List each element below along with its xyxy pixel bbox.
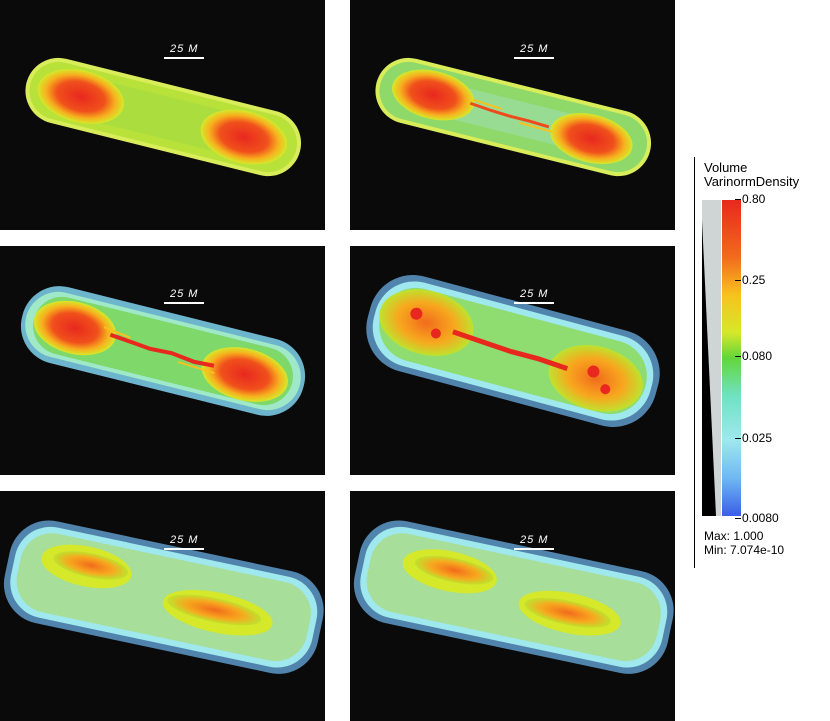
scale-label: 25 M [520,43,549,55]
density-render-1 [25,57,302,177]
simulation-panel-1: 25 M [0,0,325,230]
scale-label: 25 M [520,534,549,546]
density-render-6 [353,520,674,674]
legend-tick-label: 0.25 [734,273,766,287]
scale-bar [164,302,204,304]
legend-tick-label: 0.080 [734,349,773,363]
density-render-5 [3,520,324,674]
density-render-3 [20,286,306,416]
scale-bar [514,57,554,59]
legend-tick-label: 0.0080 [735,511,779,525]
scale-bar [164,57,204,59]
simulation-panel-2: 25 M [350,0,675,230]
legend-title-line1: Volume [704,160,748,175]
simulation-panel-6: 25 M [350,491,675,721]
scale-label: 25 M [520,288,549,300]
simulation-panel-3: 25 M [0,246,325,475]
scale-bar [514,302,554,304]
legend-title-line2: VarinormDensity [704,174,800,189]
scale-label: 25 M [170,288,199,300]
density-render-2 [375,57,652,177]
legend-divider [694,157,695,568]
density-render-4 [366,274,660,428]
color-ramp [722,200,741,516]
legend-max: Max: 1.000 [704,529,764,543]
scale-label: 25 M [170,43,199,55]
scale-bar [514,548,554,550]
simulation-panel-4: 25 M [350,246,675,475]
scale-label: 25 M [170,534,199,546]
legend-tick-label: 0.025 [734,431,773,445]
opacity-ramp [702,200,721,516]
simulation-panel-5: 25 M [0,491,325,721]
legend-tick-label: 0.80 [734,192,766,206]
scale-bar [164,548,204,550]
legend-min: Min: 7.074e-10 [704,543,785,557]
